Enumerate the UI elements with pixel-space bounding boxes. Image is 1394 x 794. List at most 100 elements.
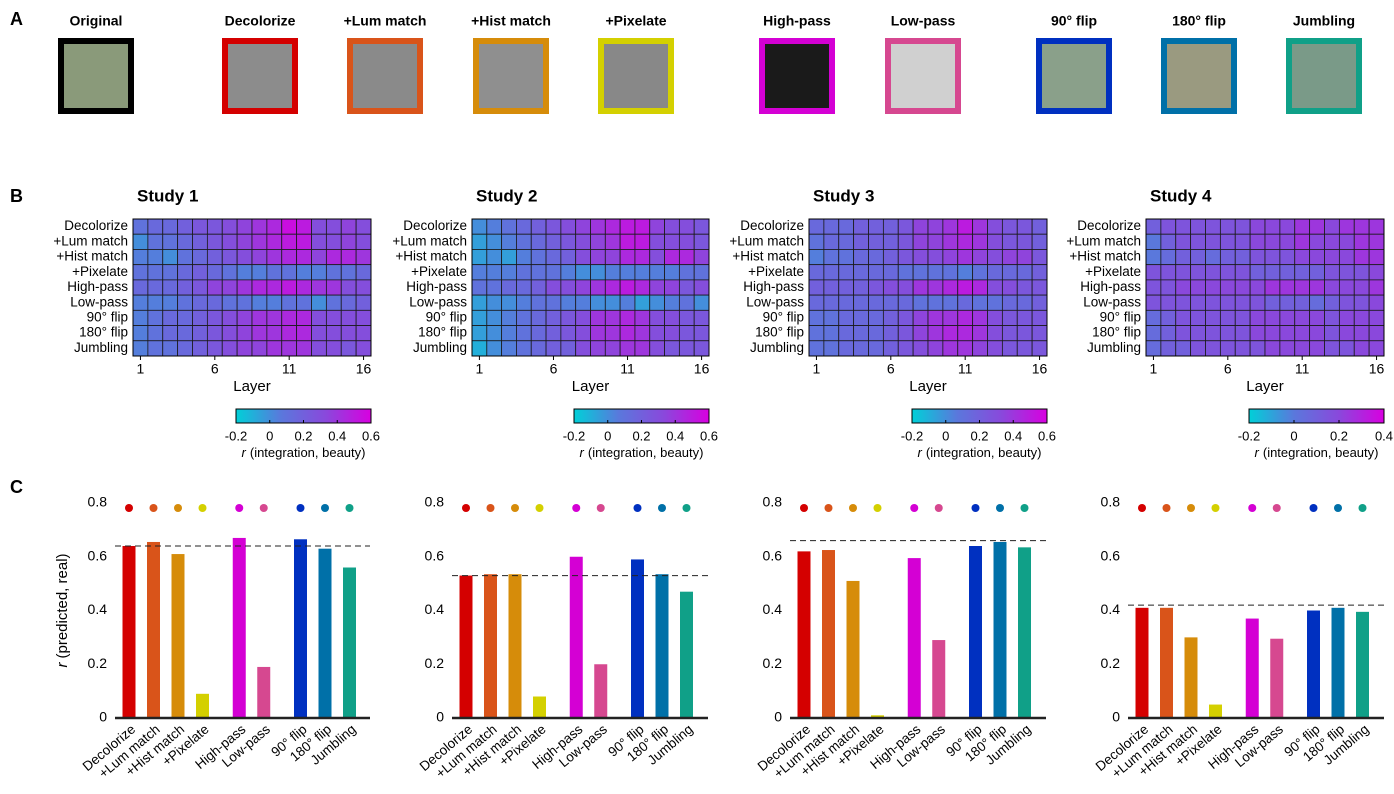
heatmap-cell — [620, 295, 635, 310]
heatmap-cell — [809, 265, 824, 280]
heatmap-cell — [1220, 219, 1235, 234]
heatmap-cell — [973, 234, 988, 249]
heatmap-cell — [487, 265, 502, 280]
heatmap-cell — [854, 295, 869, 310]
colorbar-tick-label: -0.2 — [563, 428, 585, 443]
row-label: +Hist match — [395, 249, 467, 264]
heatmap-cell — [591, 280, 606, 295]
heatmap-cell — [193, 219, 208, 234]
heatmap-cell — [869, 326, 884, 341]
heatmap-cell — [1176, 326, 1191, 341]
heatmap-cell — [222, 326, 237, 341]
bar — [233, 538, 246, 718]
heatmap-cell — [591, 295, 606, 310]
y-axis-label: r(predicted, real) — [54, 553, 71, 667]
heatmap-cell — [178, 219, 193, 234]
heatmap-cell — [576, 341, 591, 356]
heatmap-cell — [267, 280, 282, 295]
heatmap-cell — [650, 295, 665, 310]
heatmap-cell — [1354, 326, 1369, 341]
heatmap-cell — [943, 310, 958, 325]
heatmap-cell — [973, 265, 988, 280]
y-tick-label: 0.8 — [763, 494, 783, 510]
heatmap-cell — [297, 295, 312, 310]
heatmap-cell — [326, 326, 341, 341]
condition-dot — [260, 504, 268, 512]
heatmap-cell — [1265, 326, 1280, 341]
heatmap-cell — [252, 341, 267, 356]
bar — [484, 574, 497, 718]
heatmap-cell — [163, 326, 178, 341]
heatmap-cell — [839, 234, 854, 249]
image-label: Original — [70, 13, 123, 29]
heatmap-cell — [869, 295, 884, 310]
heatmap-cell — [341, 295, 356, 310]
heatmap-cell — [1354, 234, 1369, 249]
x-tick-label: 1 — [1150, 361, 1158, 377]
heatmap-cell — [1310, 219, 1325, 234]
condition-dot — [125, 504, 133, 512]
heatmap-cell — [502, 265, 517, 280]
condition-dot — [1273, 504, 1281, 512]
colorbar-tick-label: 0 — [604, 428, 611, 443]
row-label: +Pixelate — [1085, 264, 1141, 279]
heatmap-cell — [620, 249, 635, 264]
heatmap-cell — [282, 280, 297, 295]
heatmap-cell — [943, 249, 958, 264]
heatmap-cell — [635, 326, 650, 341]
heatmap-cell — [237, 265, 252, 280]
heatmap-cell — [824, 280, 839, 295]
heatmap-cell — [341, 310, 356, 325]
heatmap-cell — [1280, 265, 1295, 280]
x-tick-label: 11 — [620, 361, 635, 377]
heatmap-cell — [913, 295, 928, 310]
bar — [1332, 608, 1345, 718]
heatmap-cell — [635, 310, 650, 325]
heatmap-cell — [267, 310, 282, 325]
heatmap-cell — [576, 249, 591, 264]
heatmap-cell — [1265, 249, 1280, 264]
heatmap-cell — [516, 219, 531, 234]
condition-dot — [235, 504, 243, 512]
heatmap-cell — [472, 310, 487, 325]
heatmap-cell — [326, 234, 341, 249]
heatmap-cell — [1002, 265, 1017, 280]
heatmap-cell — [546, 219, 561, 234]
heatmap-title: Study 1 — [137, 186, 198, 205]
heatmap-cell — [148, 265, 163, 280]
heatmap-cell — [133, 219, 148, 234]
heatmap-cell — [193, 234, 208, 249]
row-label: Jumbling — [74, 340, 128, 355]
heatmap-cell — [635, 280, 650, 295]
heatmap-cell — [869, 249, 884, 264]
x-tick-label: 16 — [1032, 361, 1048, 377]
heatmap-cell — [973, 280, 988, 295]
heatmap-cell — [694, 295, 709, 310]
heatmap-cell — [1280, 295, 1295, 310]
heatmap-cell — [679, 265, 694, 280]
x-tick-label: 1 — [476, 361, 484, 377]
heatmap-cell — [267, 234, 282, 249]
heatmap-cell — [679, 310, 694, 325]
image-label: +Pixelate — [605, 13, 666, 29]
heatmap-cell — [883, 295, 898, 310]
heatmap-cell — [1369, 265, 1384, 280]
heatmap-cell — [1206, 234, 1221, 249]
heatmap-cell — [898, 219, 913, 234]
heatmap-cell — [1146, 326, 1161, 341]
y-tick-label: 0 — [436, 709, 444, 725]
heatmap-cell — [341, 219, 356, 234]
heatmap-cell — [1295, 234, 1310, 249]
heatmap-cell — [928, 295, 943, 310]
heatmap-cell — [973, 341, 988, 356]
heatmap-cell — [252, 280, 267, 295]
bar — [656, 574, 669, 718]
heatmap-cell — [502, 326, 517, 341]
heatmap-cell — [1369, 280, 1384, 295]
heatmap-cell — [988, 265, 1003, 280]
row-label: High-pass — [406, 279, 467, 294]
heatmap-cell — [809, 280, 824, 295]
image-placeholder — [225, 41, 295, 111]
heatmap-cell — [1250, 326, 1265, 341]
heatmap-cell — [282, 249, 297, 264]
